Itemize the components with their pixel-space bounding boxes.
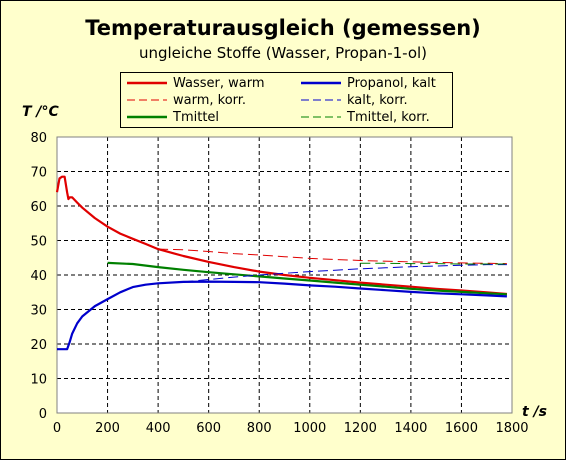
y-tick-label: 0 <box>39 407 47 422</box>
legend: Wasser, warm warm, korr. Tmittel Propano… <box>120 72 453 128</box>
legend-label: kalt, korr. <box>347 92 408 108</box>
legend-item-tmittel-korr: Tmittel, korr. <box>301 109 430 125</box>
legend-label: Tmittel, korr. <box>347 109 430 125</box>
legend-item-wasser-warm: Wasser, warm <box>127 75 265 91</box>
series-line-kalt-korr <box>183 264 507 283</box>
y-tick-label: 50 <box>30 235 47 250</box>
series-line-tmittel-korr <box>360 262 507 265</box>
x-tick-label: 0 <box>53 421 61 436</box>
x-tick-label: 1800 <box>495 421 528 436</box>
y-tick-label: 40 <box>30 269 47 284</box>
chart-title: Temperaturausgleich (gemessen) <box>85 16 481 40</box>
y-tick-label: 20 <box>30 338 47 353</box>
plot-border <box>56 136 513 414</box>
legend-label: Wasser, warm <box>173 75 265 91</box>
legend-item-propanol-kalt: Propanol, kalt <box>301 75 436 91</box>
legend-label: Tmittel <box>173 109 220 125</box>
y-tick-label: 10 <box>30 373 47 388</box>
x-tick-label: 1200 <box>344 421 377 436</box>
series-line-tmittel <box>107 261 507 296</box>
y-axis-label: T /°C <box>22 104 59 120</box>
y-tick-label: 60 <box>30 200 47 215</box>
y-tick-label: 80 <box>30 131 47 146</box>
x-tick-label: 800 <box>247 421 272 436</box>
y-tick-label: 30 <box>30 304 47 319</box>
x-tick-label: 1000 <box>293 421 326 436</box>
y-tick-label: 70 <box>30 166 47 181</box>
x-axis-label: t /s <box>522 404 548 420</box>
x-tick-label: 1600 <box>445 421 478 436</box>
series-line-propanol-kalt <box>57 280 507 351</box>
chart-subtitle: ungleiche Stoffe (Wasser, Propan-1-ol) <box>138 44 428 62</box>
legend-label: Propanol, kalt <box>347 75 436 91</box>
x-tick-label: 600 <box>196 421 221 436</box>
legend-label: warm, korr. <box>173 92 247 108</box>
x-tick-label: 400 <box>146 421 171 436</box>
legend-item-warm-korr: warm, korr. <box>127 92 246 108</box>
legend-item-kalt-korr: kalt, korr. <box>301 92 408 108</box>
legend-item-tmittel: Tmittel <box>127 109 219 125</box>
x-tick-label: 1400 <box>394 421 427 436</box>
x-tick-label: 200 <box>95 421 120 436</box>
series-line-warm-korr <box>158 248 507 265</box>
